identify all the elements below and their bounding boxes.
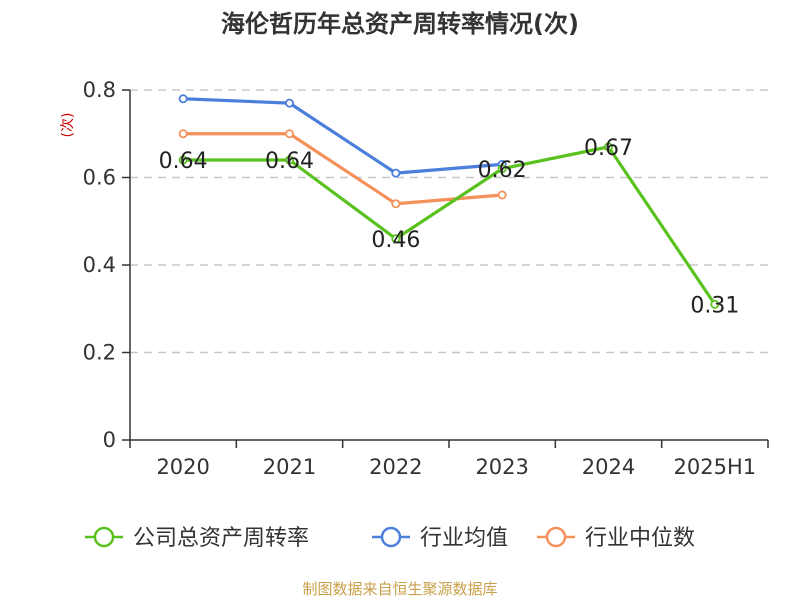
data-point	[497, 164, 507, 174]
data-label: 0.64	[265, 149, 314, 174]
legend-swatch-marker	[380, 526, 402, 548]
data-point	[391, 234, 401, 244]
data-point	[178, 129, 188, 139]
data-label: 0.31	[690, 293, 739, 318]
legend: 公司总资产周转率 行业均值 行业中位数	[85, 526, 695, 551]
data-label: 0.62	[478, 158, 527, 183]
axes: 0 0.2 0.4 0.6 0.8 2020 2021 2022 2023 2024 2025H1	[83, 78, 769, 479]
legend-swatch-marker	[93, 526, 115, 548]
grid-lines	[130, 89, 768, 354]
data-point	[284, 129, 294, 139]
y-tick-label: 0	[103, 428, 116, 452]
y-tick-label: 0.4	[83, 253, 116, 277]
data-point	[497, 190, 507, 200]
series-line	[183, 97, 503, 175]
x-tick-label: 2022	[369, 455, 422, 479]
data-label: 0.67	[584, 136, 633, 161]
data-labels: 0.64 0.64 0.46 0.62 0.67 0.31	[159, 136, 740, 319]
y-axis-label: (次)	[60, 113, 76, 138]
y-tick-label: 0.2	[83, 341, 116, 365]
legend-item: 行业中位数	[537, 526, 695, 551]
legend-item: 公司总资产周转率	[85, 526, 309, 551]
chart-title: 海伦哲历年总资产周转率情况(次)	[221, 10, 579, 38]
data-label: 0.46	[371, 228, 420, 253]
legend-label: 行业均值	[420, 526, 508, 551]
x-tick-label: 2025H1	[674, 455, 757, 479]
series-line	[183, 132, 503, 206]
legend-swatch-marker	[545, 526, 567, 548]
legend-item: 行业均值	[372, 526, 508, 551]
legend-label: 行业中位数	[585, 526, 695, 551]
x-tick-label: 2020	[156, 455, 209, 479]
data-point	[391, 199, 401, 209]
x-tick-label: 2023	[475, 455, 528, 479]
data-point	[391, 168, 401, 178]
data-point	[604, 142, 614, 152]
data-point	[284, 98, 294, 108]
data-point	[284, 155, 294, 165]
legend-label: 公司总资产周转率	[133, 526, 309, 551]
series-layer	[178, 94, 720, 309]
data-point	[178, 155, 188, 165]
data-label: 0.64	[159, 149, 208, 174]
x-tick-label: 2021	[263, 455, 316, 479]
y-tick-label: 0.6	[83, 166, 116, 190]
x-tick-label: 2024	[582, 455, 635, 479]
data-point	[178, 94, 188, 104]
y-tick-label: 0.8	[83, 78, 116, 102]
series-line	[183, 145, 717, 306]
source-note: 制图数据来自恒生聚源数据库	[302, 580, 497, 598]
data-point	[710, 299, 720, 309]
